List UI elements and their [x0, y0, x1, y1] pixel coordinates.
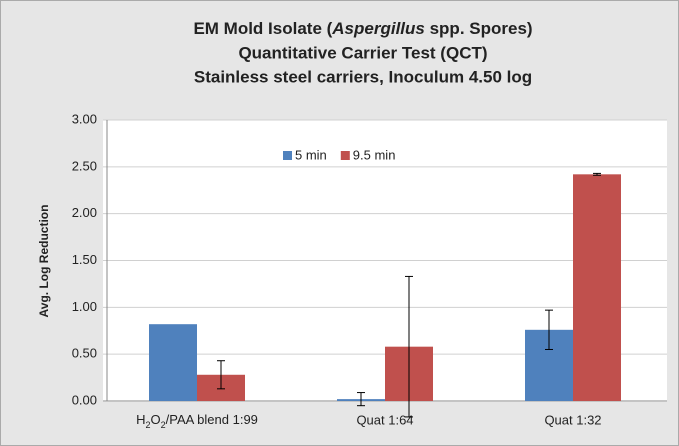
x-tick-label: Quat 1:64 [356, 412, 413, 427]
error-bar [593, 172, 601, 176]
error-bar [405, 275, 413, 418]
title-part: spp. Spores) [425, 19, 533, 38]
y-tick-label: 1.50 [72, 252, 97, 267]
chart-title: Quantitative Carrier Test (QCT) [238, 43, 487, 62]
error-bar [357, 392, 365, 407]
x-tick-label: H2O2/PAA blend 1:99 [136, 412, 258, 430]
x-tick-label: Quat 1:32 [544, 412, 601, 427]
bar [573, 174, 621, 401]
error-bar [217, 360, 225, 390]
title-part: Aspergillus [331, 19, 425, 38]
y-tick-label: 0.00 [72, 392, 97, 407]
y-tick-label: 2.00 [72, 205, 97, 220]
y-axis-label: Avg. Log Reduction [37, 205, 51, 318]
x-tick-label-part: /PAA blend 1:99 [166, 412, 258, 427]
y-tick-label: 0.50 [72, 346, 97, 361]
y-tick-label: 2.50 [72, 158, 97, 173]
x-tick-label-part: H [136, 412, 145, 427]
x-tick-label-part: 2 [161, 420, 166, 430]
y-tick-label: 1.00 [72, 299, 97, 314]
error-bar [545, 309, 553, 350]
x-tick-label-part: O [150, 412, 160, 427]
legend-swatch [283, 151, 292, 160]
legend-label: 9.5 min [353, 147, 396, 162]
legend-label: 5 min [295, 147, 327, 162]
bar [149, 324, 197, 401]
legend-swatch [340, 151, 350, 160]
chart-title: Stainless steel carriers, Inoculum 4.50 … [194, 67, 532, 86]
title-part: EM Mold Isolate ( [193, 19, 332, 38]
y-tick-label: 3.00 [72, 111, 97, 126]
x-tick-label-part: 2 [145, 420, 150, 430]
chart-title: EM Mold Isolate (Aspergillus spp. Spores… [193, 19, 532, 38]
